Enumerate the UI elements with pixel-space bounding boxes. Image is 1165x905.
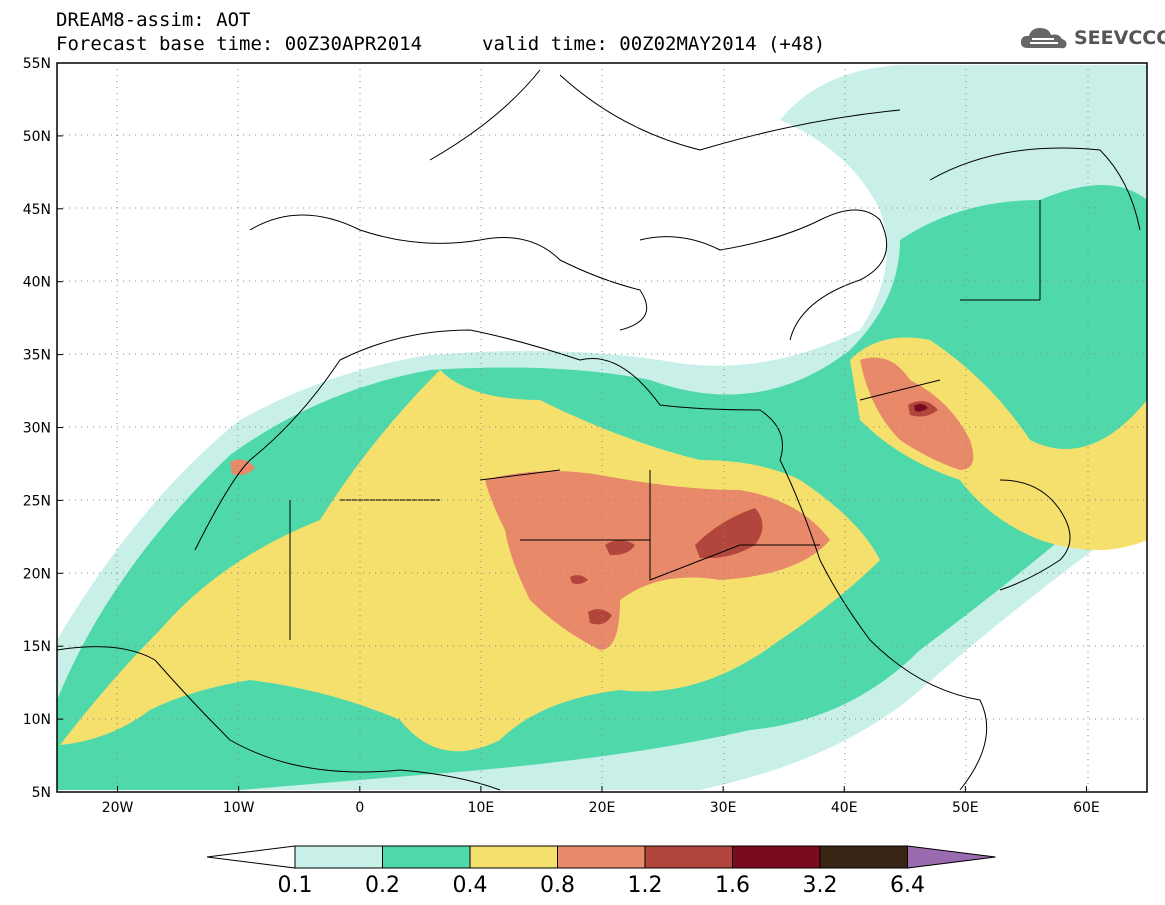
lat-tick-label: 30N (23, 421, 51, 437)
colorbar-swatch (644, 845, 733, 869)
chart-title: DREAM8-assim: AOT (56, 9, 251, 31)
coastlines (57, 69, 1141, 791)
aot-contour-1.2-a (695, 508, 763, 559)
longitude-labels: 20W 10W 0 10E 20E 30E 40E 50E 60E (102, 786, 1100, 816)
aot-contour-1.6 (914, 403, 928, 412)
colorbar-label: 1.6 (715, 873, 750, 898)
latitude-labels: 5N 10N 15N 20N 25N 30N 35N 40N 45N 50N 55N (23, 56, 63, 801)
colorbar-label: 3.2 (803, 873, 838, 898)
cloud-icon (1020, 28, 1067, 49)
lat-tick-label: 5N (32, 785, 51, 801)
colorbar-swatch (732, 845, 821, 869)
colorbar: 0.1 0.2 0.4 0.8 1.2 1.6 3.2 6.4 (206, 845, 996, 898)
lat-tick-label: 15N (23, 639, 51, 655)
colorbar-swatch (294, 845, 383, 869)
logo-text: SEEVCCC (1074, 27, 1165, 49)
aot-contour-0.4 (60, 370, 880, 752)
aot-contour-1.2-b (605, 540, 635, 556)
lon-tick-label: 10E (468, 800, 495, 816)
lon-tick-label: 20E (589, 800, 616, 816)
forecast-base-time: Forecast base time: 00Z30APR2014 (56, 33, 423, 55)
colorbar-swatch (819, 845, 908, 869)
lon-tick-label: 40E (831, 800, 858, 816)
colorbar-swatch (382, 845, 471, 869)
colorbar-max-arrow (907, 845, 996, 869)
colorbar-label: 0.2 (365, 873, 400, 898)
lon-tick-label: 30E (710, 800, 737, 816)
colorbar-swatch (469, 845, 558, 869)
lon-tick-label: 50E (952, 800, 979, 816)
seevccc-logo: SEEVCCC (1018, 24, 1165, 52)
lon-tick-label: 10W (223, 800, 255, 816)
lat-tick-label: 45N (23, 202, 51, 218)
lon-tick-label: 0 (355, 800, 364, 816)
colorbar-label: 1.2 (628, 873, 663, 898)
aot-contour-1.2-c (588, 609, 612, 625)
lat-tick-label: 35N (23, 348, 51, 364)
aot-contour-1.2-d (570, 575, 588, 584)
colorbar-label: 6.4 (890, 873, 925, 898)
lat-tick-label: 40N (23, 275, 51, 291)
lat-tick-label: 55N (23, 56, 51, 72)
lon-tick-label: 20W (102, 800, 134, 816)
aot-contour-0.8-sahara-w (230, 459, 255, 476)
valid-time: valid time: 00Z02MAY2014 (+48) (482, 33, 826, 55)
lat-tick-label: 25N (23, 493, 51, 509)
aot-field (57, 63, 1147, 792)
colorbar-label: 0.4 (453, 873, 488, 898)
lat-tick-label: 20N (23, 566, 51, 582)
colorbar-min-arrow (206, 845, 296, 869)
colorbar-label: 0.8 (540, 873, 575, 898)
lon-tick-label: 60E (1073, 800, 1100, 816)
lat-tick-label: 50N (23, 129, 51, 145)
colorbar-label: 0.1 (278, 873, 313, 898)
lat-tick-label: 10N (23, 712, 51, 728)
colorbar-swatch (557, 845, 646, 869)
